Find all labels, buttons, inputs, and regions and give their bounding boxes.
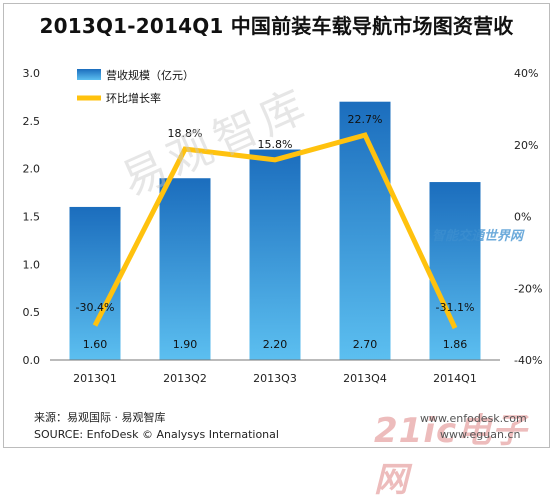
x-tick-label: 2013Q2 (163, 372, 207, 385)
bar (339, 101, 391, 360)
y-right-tick-label: 20% (514, 139, 538, 152)
source-en: SOURCE: EnfoDesk © Analysys Internationa… (34, 428, 279, 441)
bar (429, 182, 481, 360)
legend: 营收规模（亿元） 环比增长率 (77, 68, 194, 105)
growth-rate-line (92, 132, 458, 330)
source-cn: 来源：易观国际 · 易观智库 (34, 411, 166, 424)
line-value-label: 15.8% (258, 138, 293, 151)
bar-value-label: 2.70 (353, 338, 378, 351)
y-left-tick-label: 2.5 (23, 115, 41, 128)
watermark-url-eguan: www.eguan.cn (440, 428, 521, 441)
line-value-label: -31.1% (436, 301, 475, 314)
y-left-tick-label: 0.5 (23, 306, 41, 319)
y-right-tick-label: -20% (514, 282, 542, 295)
bar-value-label: 1.86 (443, 338, 468, 351)
x-tick-label: 2013Q1 (73, 372, 117, 385)
line-series (92, 132, 458, 330)
bar (249, 149, 301, 360)
bar-value-label: 1.60 (83, 338, 108, 351)
watermark-url-enfodesk: www.enfodesk.com (420, 412, 527, 425)
legend-label-line: 环比增长率 (106, 91, 161, 105)
x-tick-label: 2013Q4 (343, 372, 387, 385)
y-left-tick-label: 1.0 (23, 258, 41, 271)
bar (159, 178, 211, 360)
chart-title: 2013Q1-2014Q1 中国前装车载导航市场图资营收 (39, 14, 514, 38)
x-tick-label: 2013Q3 (253, 372, 297, 385)
line-value-label: 22.7% (348, 113, 383, 126)
line-value-label: 18.8% (168, 127, 203, 140)
chart-svg: 1.60 1.90 2.20 2.70 1.86 -30.4% 18.8% 15.8% 22.7… (23, 67, 543, 385)
axes: 0.0 0.5 1.0 1.5 2.0 2.5 3.0 -40% -20% 0% 20% 40% 201… (23, 67, 543, 385)
y-left-tick-label: 2.0 (23, 163, 41, 176)
data-labels: 1.60 1.90 2.20 2.70 1.86 -30.4% 18.8% 15.8% 22.7… (76, 113, 475, 351)
y-right-tick-label: 0% (514, 211, 531, 224)
legend-label-bar: 营收规模（亿元） (106, 68, 194, 82)
y-left-tick-label: 1.5 (23, 211, 41, 224)
y-right-tick-label: -40% (514, 354, 542, 367)
y-right-tick-label: 40% (514, 67, 538, 80)
bar-value-label: 2.20 (263, 338, 288, 351)
legend-swatch-bar (77, 69, 101, 80)
bar-series (69, 101, 481, 360)
x-tick-label: 2014Q1 (433, 372, 477, 385)
y-left-tick-label: 0.0 (23, 354, 41, 367)
watermark-site-logo: 智能交通世界网 (432, 229, 524, 244)
bar (69, 206, 121, 360)
bar-value-label: 1.90 (173, 338, 198, 351)
line-value-label: -30.4% (76, 301, 115, 314)
y-left-tick-label: 3.0 (23, 67, 41, 80)
